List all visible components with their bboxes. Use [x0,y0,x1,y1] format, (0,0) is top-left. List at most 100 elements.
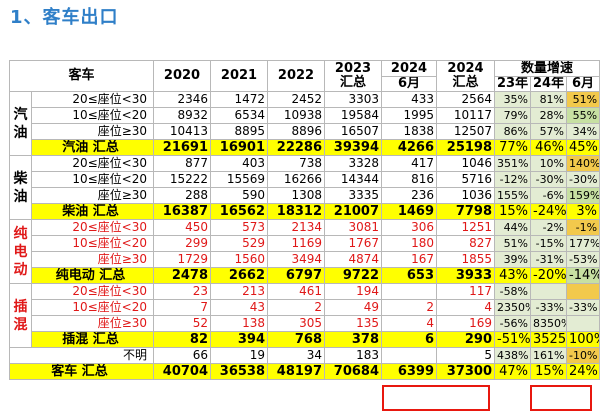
table-row-value: 529 [210,235,269,252]
table-row-value: 1838 [381,123,438,140]
subtotal-row-value: 16387 [153,203,212,220]
table-row-value: 10117 [436,107,496,124]
total-row-value: 40704 [153,363,212,380]
table-row-value: 590 [210,187,269,204]
table-row-value: 433 [381,91,438,108]
header-year-2021: 2021 [210,60,269,92]
table-row-value: 2452 [267,91,326,108]
subtotal-row-growth: -51% [494,331,532,348]
subtotal-row-value: 25198 [436,139,496,156]
total-row-growth: 47% [494,363,532,380]
subtotal-row-value: 378 [324,331,383,348]
table-row-growth: 81% [530,91,568,108]
table-row-value: 10413 [153,123,212,140]
table-row-value: 15569 [210,171,269,188]
table-row-growth: 177% [566,235,600,252]
unknown-row-label: 不明 [9,347,155,364]
table-row-value: 827 [436,235,496,252]
table-row-label: 座位≥30 [30,123,155,140]
table-row: 汽油 20≤座位<30 2346 1472 2452 3303 433 2564 35% 81% 5… [9,91,600,156]
table-row-growth: -12% [494,171,532,188]
unknown-row: 不明 66 19 34 183 5 438% 161% -10% [9,347,600,364]
table-row-value: 4874 [324,251,383,268]
subtotal-row-value: 6797 [267,267,326,284]
table-row-value: 5716 [436,171,496,188]
total-row-growth: 24% [566,363,600,380]
table-row-value: 4 [381,315,438,332]
table-row-value: 236 [381,187,438,204]
table-row-value [381,283,438,300]
subtotal-row-value: 9722 [324,267,383,284]
unknown-row-value: 19 [210,347,269,364]
table-row-value: 3328 [324,155,383,172]
table-row-label: 20≤座位<30 [30,283,155,300]
table-row-growth: 155% [494,187,532,204]
table-row-value: 4 [436,299,496,316]
subtotal-row: 纯电动 汇总 2478 2662 6797 9722 653 3933 43% -20% -14% [10,267,600,284]
header-2024-total: 2024 汇总 [436,60,496,92]
table-row-value: 2 [381,299,438,316]
table-row-value: 417 [381,155,438,172]
total-row-value: 37300 [436,363,496,380]
table-row-growth: -2% [530,219,568,236]
unknown-row-value: 183 [324,347,383,364]
subtotal-row-value: 6 [381,331,438,348]
table-row-value: 43 [210,299,269,316]
table-row-growth: 2350% [494,299,532,316]
unknown-row-value: 5 [436,347,496,364]
unknown-row-growth: -10% [566,347,600,364]
table-row-growth: 51% [566,91,600,108]
unknown-row-growth: 438% [494,347,532,364]
group-label: 柴油 [9,155,32,220]
subtotal-row-growth: 3525% [530,331,568,348]
group-label: 汽油 [9,91,32,156]
table-row-value: 306 [381,219,438,236]
total-row-value: 48197 [267,363,326,380]
table-row-label: 座位≥30 [30,315,155,332]
subtotal-row-value: 4266 [381,139,438,156]
table-row-label: 座位≥30 [30,251,155,268]
subtotal-row-growth: 100% [566,331,600,348]
header-row: 客车 2020 2021 2022 2023 汇总 2024 2024 汇总 数… [9,60,600,92]
table-row-growth: 10% [530,155,568,172]
subtotal-row-value: 1469 [381,203,438,220]
table-row-value: 3335 [324,187,383,204]
table-row-growth [566,283,600,300]
table-row-value: 573 [210,219,269,236]
header-year-2020: 2020 [153,60,212,92]
subtotal-row-value: 768 [267,331,326,348]
subtotal-row-label: 插混 汇总 [30,331,155,348]
table-row-growth: 57% [530,123,568,140]
table-row-growth: 39% [494,251,532,268]
table-row-label: 10≤座位<20 [30,235,155,252]
table-row-growth: 35% [494,91,532,108]
table-row-value: 3494 [267,251,326,268]
subtotal-row: 柴油 汇总 16387 16562 18312 21007 1469 7798 15% -24%… [10,203,600,220]
subtotal-row-growth: 45% [566,139,600,156]
table-row-value: 138 [210,315,269,332]
table-row-growth: -31% [530,251,568,268]
subtotal-row-value: 394 [210,331,269,348]
total-row-value: 36538 [210,363,269,380]
table-row-value: 3303 [324,91,383,108]
subtotal-row-growth: 43% [494,267,532,284]
header-jun-2024-top: 2024 [381,60,438,77]
table-row-value: 2564 [436,91,496,108]
header-row-2: 6月 23年 24年 6月 [10,76,600,92]
subtotal-row-value: 16562 [210,203,269,220]
table-row: 10≤座位<20 8932 6534 10938 19584 1995 10117 79% 28… [10,107,600,124]
header-growth-24: 24年 [530,76,568,92]
table-row-value: 1767 [324,235,383,252]
header-jun-2024-bottom: 6月 [381,76,438,92]
subtotal-row-growth: -20% [530,267,568,284]
table-row-growth: -30% [530,171,568,188]
table-row-value: 8932 [153,107,212,124]
group-label: 插混 [9,283,32,348]
table-row-growth: -33% [566,299,600,316]
table-row-growth [566,315,600,332]
table-row-value: 305 [267,315,326,332]
table-row-growth: 44% [494,219,532,236]
subtotal-row-value: 21691 [153,139,212,156]
